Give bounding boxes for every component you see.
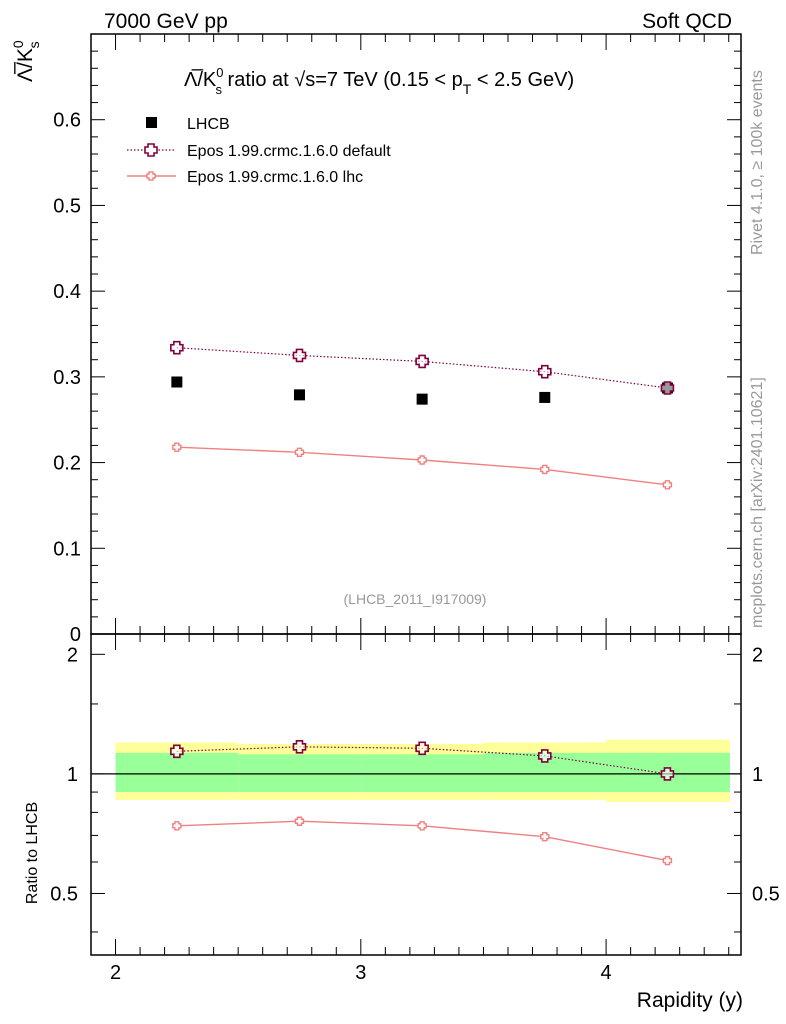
header-right: Soft QCD [642,10,732,33]
marker-epos-lhc [294,447,305,457]
marker-epos-default [660,381,675,395]
y-tick-label: 0.2 [53,453,81,475]
ratio-plot-frame [90,633,742,956]
ratio-tick-label-left: 0.5 [50,883,78,905]
ratio-tick-label-left: 1 [67,764,78,786]
ratio-marker-epos-lhc [294,816,305,826]
ratio-marker-epos-default [415,741,429,756]
marker-epos-lhc [417,455,427,465]
y-tick-label: 0.6 [53,110,81,132]
analysis-id-label: (LHCB_2011_I917009) [344,591,487,607]
marker-lhcb [416,393,428,405]
marker-epos-default [170,340,184,355]
legend-marker-lhcb [146,117,157,128]
marker-lhcb [539,391,551,403]
ratio-marker-epos-lhc [662,855,673,866]
legend-marker-epos-default [144,143,158,157]
ratio-marker-epos-default [660,767,675,781]
y-tick-label: 0.4 [53,281,81,303]
ratio-tick-label-right: 1 [752,764,763,786]
y-tick-label: 0.1 [53,538,81,560]
legend: LHCB Epos 1.99.crmc.1.6.0 default Epos 1… [127,116,391,186]
x-axis-label: Rapidity (y) [637,989,743,1012]
ratio-y-axis-label: Ratio to LHCB [24,802,41,904]
header-left: 7000 GeV pp [104,10,228,33]
legend-marker-epos-lhc [146,171,156,181]
x-tick-label: 4 [601,962,612,984]
legend-label-epos-default: Epos 1.99.crmc.1.6.0 default [187,143,391,160]
y-tick-label: 0 [70,624,81,646]
legend-label-epos-lhc: Epos 1.99.crmc.1.6.0 lhc [187,169,363,186]
marker-epos-default [537,364,552,379]
marker-epos-lhc [662,480,673,490]
marker-epos-lhc [172,442,182,452]
ratio-marker-epos-default [537,749,552,763]
marker-lhcb [293,389,305,401]
y-tick-label: 0.3 [53,367,81,389]
series-line-epos-lhc [176,446,668,486]
legend-label-lhcb: LHCB [187,116,230,133]
mcplots-label: mcplots.cern.ch [arXiv:2401.10621] [749,377,766,628]
ratio-band-green [238,754,361,793]
y-axis-label: Λ̅/K0s [10,40,42,82]
ratio-marker-epos-default [292,740,307,754]
x-tick-label: 3 [355,962,366,984]
marker-lhcb [171,376,183,388]
ratio-tick-label-right: 2 [752,644,763,666]
marker-epos-default [292,348,307,363]
ratio-marker-epos-default [170,744,184,759]
ratio-marker-epos-lhc [540,831,550,842]
rivet-version-label: Rivet 4.1.0, ≥ 100k events [749,70,766,255]
ratio-band-green [115,752,239,793]
marker-epos-default [415,354,429,369]
ratio-tick-label-left: 2 [67,644,78,666]
x-tick-label: 2 [110,962,121,984]
plot-title: Λ̅/K0 s ratio at √s=7 TeV (0.15 < pT < 2.… [184,65,574,97]
series-layer [91,340,741,866]
y-tick-label: 0.5 [53,195,81,217]
axis-ticks: 0 0.1 0.2 0.3 0.4 0.5 0.6 2 3 4 0.5 0.5 1 1 2 2 [50,33,780,984]
ratio-marker-epos-lhc [417,821,427,831]
ratio-band-green [360,754,484,793]
ratio-marker-epos-lhc [172,821,182,831]
ratio-tick-label-right: 0.5 [752,883,780,905]
marker-epos-lhc [540,464,550,475]
